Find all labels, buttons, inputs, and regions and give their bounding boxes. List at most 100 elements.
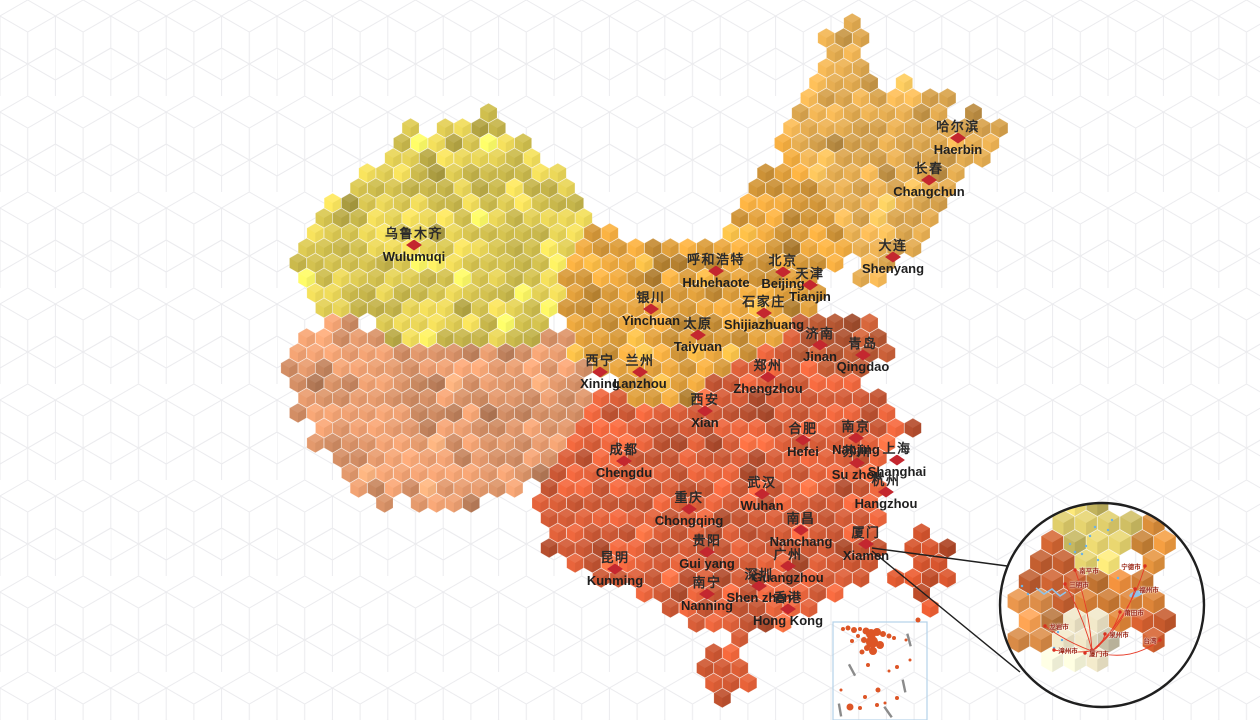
city-name-en: Wuhan	[740, 497, 784, 513]
city-marker-gui-yang[interactable]: 贵阳 Gui yang	[679, 534, 735, 570]
city-marker-zhengzhou[interactable]: 郑州 Zhengzhou	[733, 359, 802, 395]
city-marker-wulumuqi[interactable]: 乌鲁木齐 Wulumuqi	[383, 227, 446, 263]
city-name-zh: 西安	[690, 391, 720, 407]
inset-city-label: 福州市	[1139, 587, 1159, 594]
city-name-en: Lanzhou	[613, 375, 667, 391]
city-name-en: Hangzhou	[854, 495, 918, 511]
city-name-zh: 广州	[773, 546, 803, 562]
city-name-en: Qingdao	[836, 358, 890, 374]
route-line	[1064, 583, 1093, 652]
city-marker-haerbin[interactable]: 哈尔滨 Haerbin	[934, 120, 982, 156]
location-diamond-icon	[606, 563, 623, 575]
inset-city-label: 莆田市	[1124, 610, 1144, 617]
callout-line	[871, 550, 1021, 673]
city-name-en: Shanghai	[867, 463, 927, 479]
location-diamond-icon	[779, 603, 796, 615]
inset-city-label: 厦门市	[1089, 651, 1109, 658]
city-name-en: Gui yang	[679, 555, 735, 571]
route-line	[1044, 625, 1093, 652]
city-marker-nanjing[interactable]: 南京 Nanjing	[832, 420, 880, 456]
city-marker-taiyuan[interactable]: 太原 Taiyuan	[674, 317, 722, 353]
location-diamond-icon	[847, 432, 864, 444]
city-marker-shijiazhuang[interactable]: 石家庄 Shijiazhuang	[724, 295, 804, 331]
location-diamond-icon	[759, 371, 776, 383]
city-name-zh: 呼和浩特	[686, 251, 746, 267]
city-name-en: Shen zhen	[726, 589, 792, 605]
city-name-zh: 南宁	[692, 574, 722, 590]
location-diamond-icon	[794, 434, 811, 446]
route-origin-dot	[1089, 648, 1095, 654]
city-name-zh: 兰州	[625, 352, 655, 368]
city-marker-tianjin[interactable]: 天津 Tianjin	[789, 267, 831, 303]
city-name-zh: 南京	[841, 418, 871, 434]
city-marker-huhehaote[interactable]: 呼和浩特 Huhehaote	[682, 253, 749, 289]
location-diamond-icon	[793, 524, 809, 536]
city-name-en: Nanchang	[769, 533, 833, 549]
inset-city-dot	[1043, 624, 1047, 628]
city-name-en: Chengdu	[595, 464, 653, 480]
city-marker-yinchuan[interactable]: 银川 Yinchuan	[622, 291, 680, 327]
city-marker-chengdu[interactable]: 成都 Chengdu	[596, 443, 652, 479]
inset-city-dot	[1118, 610, 1122, 614]
city-marker-beijing[interactable]: 北京 Beijing	[761, 254, 804, 290]
location-diamond-icon	[689, 329, 706, 341]
city-marker-jinan[interactable]: 济南 Jinan	[803, 327, 837, 363]
city-marker-kunming[interactable]: 昆明 Kunming	[587, 551, 643, 587]
inset-city-dot	[1143, 564, 1147, 568]
city-name-en: Changchun	[893, 183, 965, 199]
city-marker-xian[interactable]: 西安 Xian	[690, 393, 719, 429]
route-line	[1053, 649, 1093, 653]
inset-city-dot	[1073, 568, 1077, 572]
location-diamond-icon	[696, 405, 713, 417]
city-marker-xiamen[interactable]: 厦门 Xiamen	[843, 526, 889, 562]
location-diamond-icon	[699, 546, 715, 558]
city-name-zh: 银川	[636, 289, 666, 305]
inset-city-dot	[1158, 638, 1162, 642]
location-diamond-icon	[855, 349, 871, 361]
city-name-en: Guangzhou	[752, 569, 824, 585]
city-marker-shenyang[interactable]: 大连 Shenyang	[862, 239, 924, 275]
city-name-en: Hefei	[787, 443, 819, 459]
city-marker-hangzhou[interactable]: 杭州 Hangzhou	[855, 474, 918, 510]
south-china-sea-inset	[832, 617, 928, 720]
city-marker-qingdao[interactable]: 青岛 Qingdao	[837, 337, 890, 373]
river-icon	[1035, 587, 1067, 598]
city-marker-nanchang[interactable]: 南昌 Nanchang	[770, 512, 833, 548]
city-name-en: Beijing	[761, 275, 805, 291]
location-diamond-icon	[780, 560, 796, 572]
city-name-en: Nanning	[681, 597, 733, 613]
city-marker-nanning[interactable]: 南宁 Nanning	[681, 576, 733, 612]
city-marker-shen-zhen[interactable]: 深圳 Shen zhen	[726, 568, 791, 604]
inset-city-label: 宁德市	[1121, 564, 1141, 571]
city-name-zh: 大连	[878, 237, 908, 253]
route-line	[1091, 611, 1121, 652]
location-diamond-icon	[699, 588, 715, 600]
city-name-zh: 乌鲁木齐	[384, 225, 443, 241]
city-name-en: Xian	[691, 414, 719, 430]
city-name-zh: 青岛	[848, 335, 878, 351]
city-marker-hong-kong[interactable]: 香港 Hong Kong	[753, 591, 823, 627]
inset-city-dot	[1083, 651, 1087, 655]
city-marker-xining[interactable]: 西宁 Xining	[580, 354, 620, 390]
magnifier-callout	[871, 547, 1021, 673]
city-marker-su-zhou[interactable]: 苏州 Su zhou	[832, 445, 883, 481]
city-marker-wuhan[interactable]: 武汉 Wuhan	[740, 476, 783, 512]
china-hex-tiles	[280, 12, 1009, 709]
city-name-en: Wulumuqi	[382, 248, 446, 264]
location-diamond-icon	[775, 266, 791, 278]
inset-city-label: 龙岩市	[1049, 624, 1069, 631]
city-marker-shanghai[interactable]: 上海 Shanghai	[868, 442, 927, 478]
city-marker-lanzhou[interactable]: 兰州 Lanzhou	[613, 354, 666, 390]
inset-city-dot	[1063, 582, 1067, 586]
city-name-en: Shenyang	[861, 260, 925, 276]
city-marker-guangzhou[interactable]: 广州 Guangzhou	[752, 548, 824, 584]
city-name-en: Nanjing	[832, 441, 880, 457]
city-name-zh: 石家庄	[742, 293, 786, 309]
city-marker-chongqing[interactable]: 重庆 Chongqing	[655, 491, 724, 527]
callout-line	[871, 547, 1008, 567]
city-marker-hefei[interactable]: 合肥 Hefei	[787, 422, 819, 458]
magnifier-circle-icon	[998, 501, 1206, 709]
city-marker-changchun[interactable]: 长春 Changchun	[893, 162, 965, 198]
